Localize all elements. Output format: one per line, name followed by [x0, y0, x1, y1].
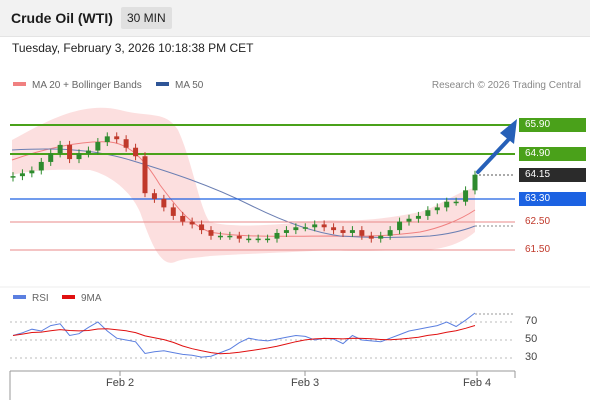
research-credit: Research © 2026 Trading Central: [431, 80, 581, 91]
candle-body: [57, 144, 63, 154]
candle-body: [114, 136, 120, 140]
forecast-arrow-shaft: [476, 136, 512, 174]
rsi-line: [12, 312, 476, 358]
timeframe-button[interactable]: 30 MIN: [121, 7, 172, 29]
rsi-ma-swatch: [62, 295, 75, 300]
candlestick-series: [10, 132, 478, 243]
candle-body: [265, 238, 271, 241]
candle-body: [123, 139, 129, 148]
rsi-axis-70: 70: [525, 315, 538, 327]
rsi-swatch: [13, 295, 26, 300]
tag-last-price: 64.15: [519, 168, 586, 182]
candle-body: [331, 227, 337, 231]
candle-body: [444, 201, 450, 208]
tag-support-s2: 61.50: [525, 244, 551, 255]
candle-body: [104, 136, 110, 143]
candle-body: [406, 218, 412, 222]
candle-body: [246, 238, 252, 241]
rsi-ma-line: [12, 325, 476, 355]
candle-body: [227, 235, 233, 238]
candle-body: [48, 153, 54, 162]
candle-body: [368, 235, 374, 239]
candle-body: [76, 153, 82, 160]
candle-body: [397, 221, 403, 231]
candle-body: [302, 227, 308, 229]
candle-body: [453, 201, 459, 204]
candle-body: [255, 238, 261, 241]
rsi-axis-30: 30: [525, 351, 538, 363]
candle-body: [151, 193, 157, 199]
candle-body: [321, 224, 327, 228]
candle-body: [293, 227, 299, 231]
instrument-title: Crude Oil (WTI): [11, 10, 113, 26]
legend-rsi-ma: 9MA: [62, 293, 102, 305]
candle-body: [170, 207, 176, 216]
candle-body: [180, 215, 186, 222]
candle-body: [19, 173, 25, 177]
rsi-label: RSI: [32, 293, 49, 304]
legend-ma20: MA 20 + Bollinger Bands: [13, 80, 142, 92]
x-label-feb4: Feb 4: [463, 377, 492, 389]
ma20-swatch: [13, 82, 26, 87]
tag-resistance-r1: 64.90: [519, 147, 586, 161]
ma50-label: MA 50: [175, 80, 204, 91]
candle-body: [38, 161, 44, 171]
candle-body: [217, 235, 223, 238]
candle-body: [199, 224, 205, 231]
candle-body: [208, 230, 214, 236]
rsi-axis-50: 50: [525, 333, 538, 345]
candle-body: [95, 142, 101, 151]
candle-body: [189, 221, 195, 225]
rsi-ma-label: 9MA: [81, 293, 102, 304]
ma20-label: MA 20 + Bollinger Bands: [32, 80, 142, 91]
candle-body: [349, 230, 355, 233]
candle-body: [85, 150, 91, 154]
legend-rsi: RSI: [13, 293, 49, 305]
chart-header: Crude Oil (WTI) 30 MIN: [0, 0, 590, 37]
candle-body: [359, 230, 365, 236]
candle-body: [434, 207, 440, 211]
ma50-swatch: [156, 82, 169, 87]
candle-body: [274, 232, 280, 239]
bollinger-band: [12, 107, 475, 263]
chart-datetime: Tuesday, February 3, 2026 10:18:38 PM CE…: [12, 41, 254, 55]
candle-body: [387, 230, 393, 236]
candle-body: [67, 144, 73, 160]
candle-body: [161, 198, 167, 208]
candle-body: [415, 215, 421, 219]
candle-body: [340, 230, 346, 233]
x-label-feb3: Feb 3: [291, 377, 320, 389]
x-label-feb2: Feb 2: [106, 377, 135, 389]
tag-support-s1: 62.50: [525, 216, 551, 227]
forecast-arrow-head: [500, 119, 517, 144]
candle-body: [29, 170, 35, 174]
candle-body: [10, 176, 16, 178]
candle-body: [463, 190, 469, 202]
candle-body: [378, 235, 384, 239]
tag-resistance-r2: 65.90: [519, 118, 586, 132]
candle-body: [312, 224, 318, 228]
candle-body: [283, 230, 289, 233]
legend-ma50: MA 50: [156, 80, 203, 92]
candle-body: [133, 147, 139, 157]
candle-body: [142, 156, 148, 194]
candle-body: [472, 174, 478, 191]
candle-body: [236, 235, 242, 239]
tag-pivot: 63.30: [519, 192, 586, 206]
candle-body: [425, 210, 431, 216]
